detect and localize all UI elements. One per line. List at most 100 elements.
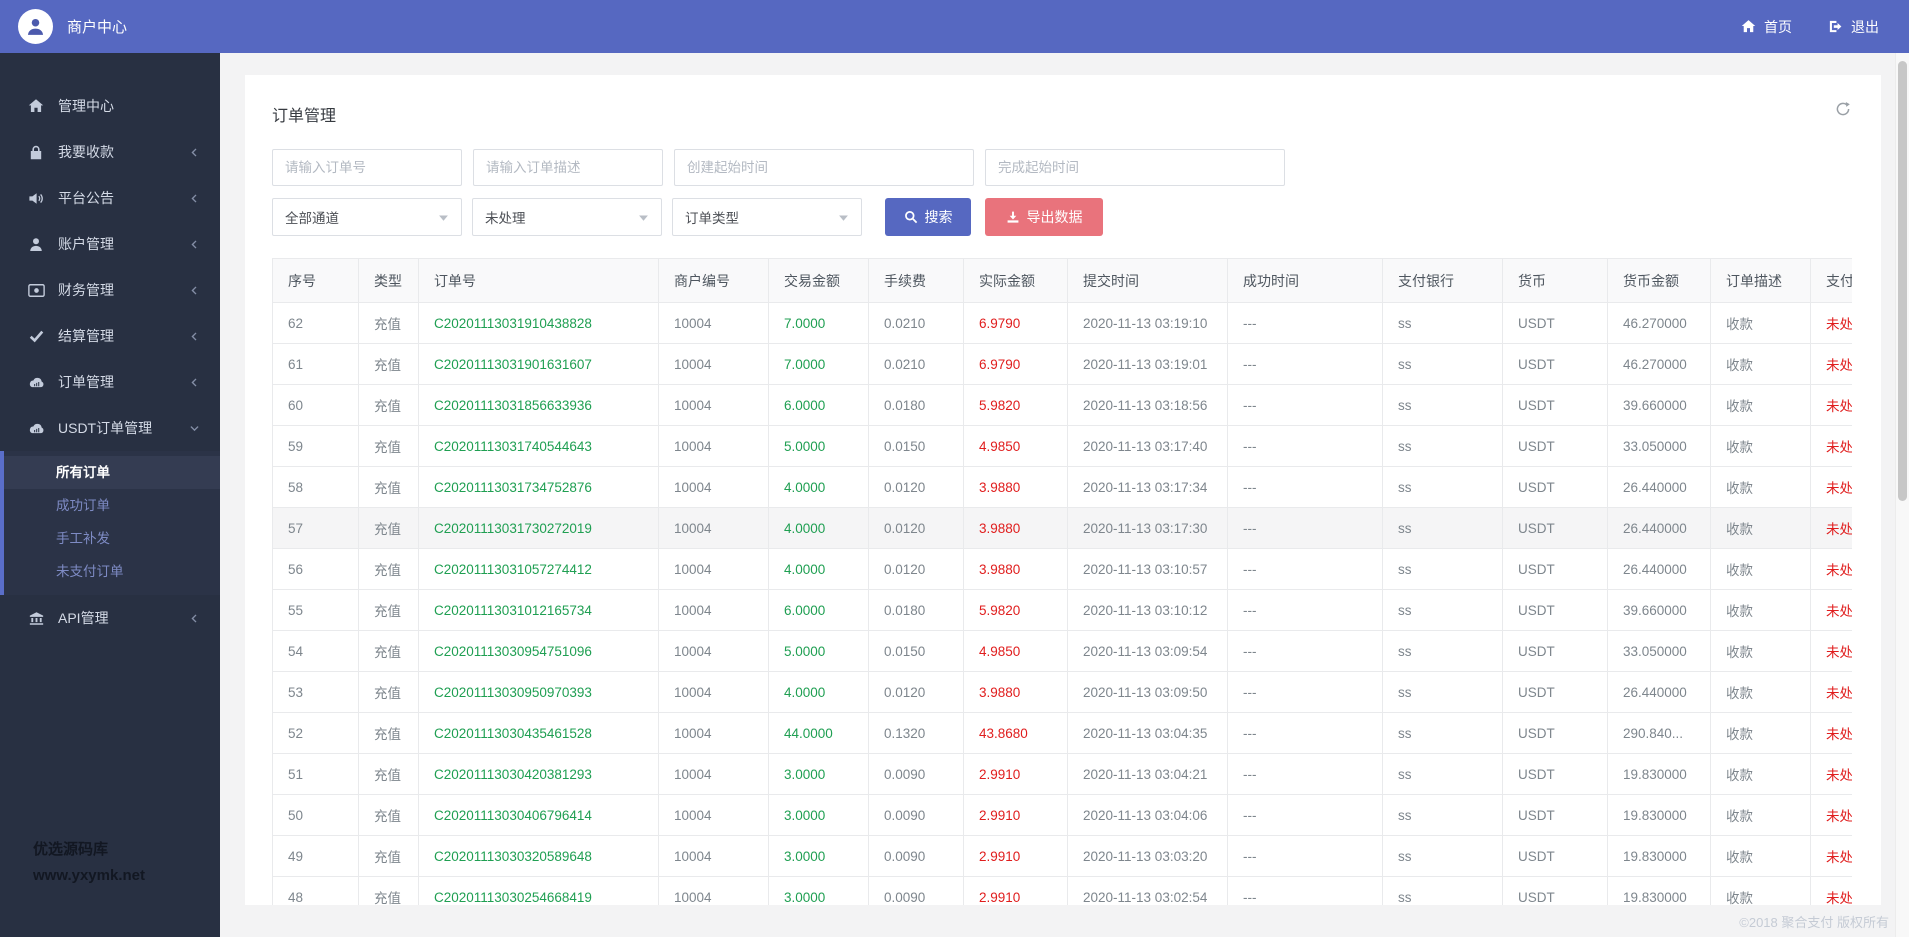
- sidebar-item-announce[interactable]: 平台公告: [0, 175, 220, 221]
- cell-货币金额: 19.830000: [1607, 876, 1711, 905]
- sidebar-item-orders[interactable]: 订单管理: [0, 359, 220, 405]
- order-type-select[interactable]: 订单类型: [672, 198, 862, 236]
- sidebar-item-account[interactable]: 账户管理: [0, 221, 220, 267]
- cell-订单号[interactable]: C20201113031057274412: [418, 548, 659, 590]
- top-header: 商户中心 首页 退出: [0, 0, 1909, 53]
- export-button[interactable]: 导出数据: [985, 198, 1103, 236]
- cell-订单号[interactable]: C20201113030435461528: [418, 712, 659, 754]
- cell-订单号[interactable]: C20201113030954751096: [418, 630, 659, 672]
- cell-订单号[interactable]: C20201113031730272019: [418, 507, 659, 549]
- cell-订单号[interactable]: C20201113030320589648: [418, 835, 659, 877]
- cell-订单号[interactable]: C20201113030406796414: [418, 794, 659, 836]
- cell-交易金额: 3.0000: [768, 753, 869, 795]
- cloud-icon: [27, 376, 45, 389]
- cell-订单描述: 收款: [1710, 835, 1811, 877]
- table-row: 62 充值 C20201113031910438828 10004 7.0000 0.02…: [272, 302, 1852, 344]
- cell-订单号[interactable]: C20201113030254668419: [418, 876, 659, 905]
- sidebar-item-finance[interactable]: 财务管理: [0, 267, 220, 313]
- cell-手续费: 0.0150: [868, 425, 964, 467]
- cell-手续费: 0.0210: [868, 343, 964, 385]
- cell-货币: USDT: [1502, 794, 1608, 836]
- cell-实际金额: 6.9790: [963, 343, 1068, 385]
- lock-icon: [27, 145, 45, 160]
- cell-序号: 49: [272, 835, 359, 877]
- cell-商户编号: 10004: [658, 753, 769, 795]
- cell-订单号[interactable]: C20201113031734752876: [418, 466, 659, 508]
- cell-货币金额: 19.830000: [1607, 753, 1711, 795]
- bullhorn-icon: [27, 191, 45, 206]
- sidebar-item-label: USDT订单管理: [58, 420, 153, 436]
- create-time-input[interactable]: [674, 149, 974, 186]
- search-button[interactable]: 搜索: [885, 198, 971, 236]
- caret-down-icon: [438, 212, 449, 223]
- cell-货币: USDT: [1502, 466, 1608, 508]
- cell-订单描述: 收款: [1710, 876, 1811, 905]
- submenu-item-2[interactable]: 手工补发: [56, 531, 110, 546]
- header-nav: 首页 退出: [1741, 17, 1879, 37]
- cell-支付状态: 未处理: [1810, 835, 1852, 877]
- sidebar-menu: 管理中心 我要收款平台公告账户管理 财务管理 结算管理订单管理 USDT订单管理所有订单…: [0, 53, 220, 641]
- refresh-icon[interactable]: [1835, 101, 1851, 120]
- channel-select[interactable]: 全部通道: [272, 198, 462, 236]
- cell-交易金额: 3.0000: [768, 794, 869, 836]
- cell-实际金额: 3.9880: [963, 548, 1068, 590]
- cell-订单描述: 收款: [1710, 671, 1811, 713]
- submenu-item-0-active[interactable]: 所有订单: [4, 456, 220, 489]
- cell-支付状态: 未处理: [1810, 753, 1852, 795]
- cell-订单号[interactable]: C20201113031901631607: [418, 343, 659, 385]
- orders-table-wrap: 序号 类型 订单号 商户编号 交易金额 手续费 实际金额 提交时间 成功时间 支付银行 货币 货币金额…: [272, 258, 1852, 905]
- cell-提交时间: 2020-11-13 03:09:54: [1067, 630, 1228, 672]
- cell-订单号[interactable]: C20201113030420381293: [418, 753, 659, 795]
- cell-货币: USDT: [1502, 753, 1608, 795]
- cell-支付状态: 未处理: [1810, 630, 1852, 672]
- cell-序号: 48: [272, 876, 359, 905]
- order-desc-input[interactable]: [473, 149, 663, 186]
- column-header: 支付状态: [1810, 258, 1852, 303]
- cell-提交时间: 2020-11-13 03:04:21: [1067, 753, 1228, 795]
- sidebar-item-api[interactable]: API管理: [0, 595, 220, 641]
- sign-out-icon: [1828, 19, 1843, 34]
- cell-实际金额: 5.9820: [963, 384, 1068, 426]
- submenu-item-3[interactable]: 未支付订单: [56, 564, 124, 579]
- cell-订单描述: 收款: [1710, 507, 1811, 549]
- cell-支付银行: ss: [1382, 466, 1503, 508]
- page-scrollbar[interactable]: [1895, 53, 1909, 937]
- sidebar-item-settlement[interactable]: 结算管理: [0, 313, 220, 359]
- submenu-item-1[interactable]: 成功订单: [56, 498, 110, 513]
- sidebar-item-collect[interactable]: 我要收款: [0, 129, 220, 175]
- cell-订单号[interactable]: C20201113031740544643: [418, 425, 659, 467]
- cell-订单号[interactable]: C20201113030950970393: [418, 671, 659, 713]
- cell-商户编号: 10004: [658, 466, 769, 508]
- cell-支付银行: ss: [1382, 712, 1503, 754]
- cell-实际金额: 43.8680: [963, 712, 1068, 754]
- status-select[interactable]: 未处理: [472, 198, 662, 236]
- cell-订单号[interactable]: C20201113031856633936: [418, 384, 659, 426]
- cell-货币金额: 39.660000: [1607, 589, 1711, 631]
- cell-货币: USDT: [1502, 671, 1608, 713]
- nav-home[interactable]: 首页: [1741, 17, 1792, 37]
- column-header: 货币: [1502, 258, 1608, 303]
- cell-支付状态: 未处理: [1810, 343, 1852, 385]
- cell-商户编号: 10004: [658, 630, 769, 672]
- cell-货币金额: 46.270000: [1607, 343, 1711, 385]
- sidebar-item-dashboard[interactable]: 管理中心: [0, 83, 220, 129]
- cell-支付银行: ss: [1382, 794, 1503, 836]
- cell-成功时间: ---: [1227, 302, 1383, 344]
- cell-订单号[interactable]: C20201113031012165734: [418, 589, 659, 631]
- chevron-left-icon: [189, 193, 200, 204]
- cell-订单号[interactable]: C20201113031910438828: [418, 302, 659, 344]
- cell-类型: 充值: [358, 425, 419, 467]
- finish-time-input[interactable]: [985, 149, 1285, 186]
- order-no-input[interactable]: [272, 149, 462, 186]
- sidebar-item-usdt-orders[interactable]: USDT订单管理: [0, 405, 220, 451]
- cell-货币: USDT: [1502, 712, 1608, 754]
- nav-logout[interactable]: 退出: [1828, 17, 1879, 37]
- scrollbar-thumb[interactable]: [1898, 61, 1907, 501]
- cell-货币金额: 26.440000: [1607, 671, 1711, 713]
- cell-订单描述: 收款: [1710, 466, 1811, 508]
- sidebar-item-label: 平台公告: [58, 190, 114, 206]
- cell-手续费: 0.0210: [868, 302, 964, 344]
- cell-类型: 充值: [358, 384, 419, 426]
- column-header: 货币金额: [1607, 258, 1711, 303]
- sidebar-item-label: 订单管理: [58, 374, 114, 390]
